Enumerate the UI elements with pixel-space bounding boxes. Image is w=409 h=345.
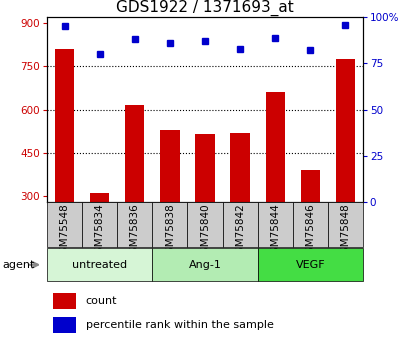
- Bar: [53, 317, 76, 333]
- Bar: [222, 202, 257, 247]
- Bar: [335, 59, 354, 202]
- Text: GSM75836: GSM75836: [130, 203, 139, 260]
- Bar: [257, 202, 292, 247]
- Bar: [327, 202, 362, 247]
- Bar: [152, 202, 187, 247]
- Text: GSM75548: GSM75548: [60, 203, 70, 260]
- Text: VEGF: VEGF: [295, 260, 324, 270]
- Text: untreated: untreated: [72, 260, 127, 270]
- Text: percentile rank within the sample: percentile rank within the sample: [85, 320, 273, 330]
- Bar: [152, 248, 257, 281]
- Bar: [47, 202, 82, 247]
- Bar: [265, 92, 284, 202]
- Bar: [90, 193, 109, 202]
- Text: GSM75842: GSM75842: [234, 203, 245, 260]
- Bar: [82, 202, 117, 247]
- Bar: [187, 202, 222, 247]
- Bar: [47, 248, 152, 281]
- Bar: [53, 293, 76, 309]
- Bar: [55, 49, 74, 202]
- Text: count: count: [85, 296, 117, 306]
- Bar: [195, 134, 214, 202]
- Text: GSM75846: GSM75846: [304, 203, 315, 260]
- Bar: [230, 132, 249, 202]
- Bar: [117, 202, 152, 247]
- Title: GDS1922 / 1371693_at: GDS1922 / 1371693_at: [116, 0, 293, 16]
- Bar: [125, 105, 144, 202]
- Text: GSM75838: GSM75838: [164, 203, 175, 260]
- Text: GSM75834: GSM75834: [94, 203, 105, 260]
- Bar: [292, 202, 327, 247]
- Bar: [160, 130, 179, 202]
- Text: agent: agent: [2, 260, 34, 270]
- Text: GSM75844: GSM75844: [270, 203, 279, 260]
- Bar: [257, 248, 362, 281]
- Text: GSM75840: GSM75840: [200, 203, 209, 260]
- Text: Ang-1: Ang-1: [188, 260, 221, 270]
- Bar: [300, 170, 319, 202]
- Text: GSM75848: GSM75848: [339, 203, 349, 260]
